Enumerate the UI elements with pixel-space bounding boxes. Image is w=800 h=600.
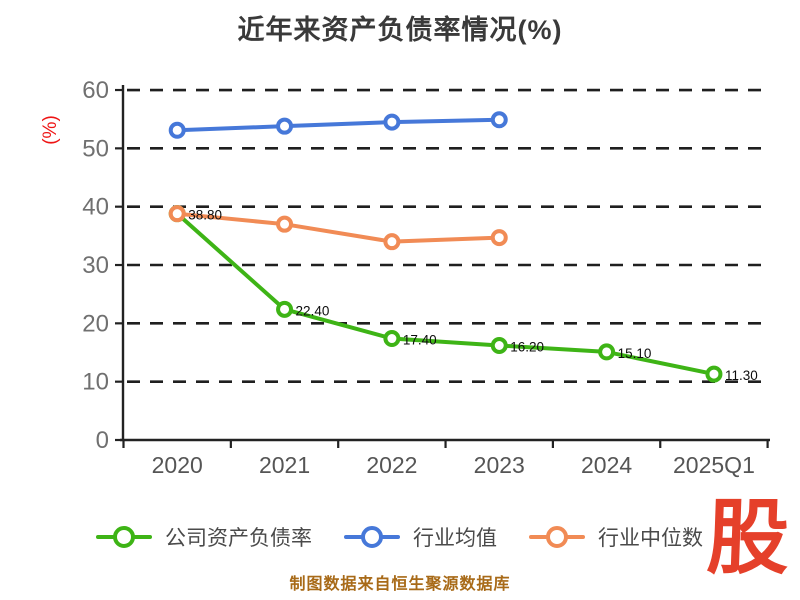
point-value-label: 22.40 <box>296 303 330 318</box>
series-line-2 <box>175 211 502 244</box>
series-marker-1 <box>168 121 186 139</box>
legend-item-1[interactable]: 行业均值 <box>344 522 497 552</box>
y-tick-label: 50 <box>82 135 109 162</box>
y-tick-label: 40 <box>82 194 109 221</box>
series-marker-1 <box>276 117 294 135</box>
series-marker-2 <box>168 205 186 223</box>
series-line-1 <box>175 117 502 133</box>
y-tick-label: 10 <box>82 369 109 396</box>
legend-label: 公司资产负债率 <box>165 527 312 550</box>
series-marker-0 <box>705 365 723 383</box>
x-category-label: 2023 <box>474 452 525 478</box>
series-marker-0 <box>598 343 616 361</box>
data-source-caption: 制图数据来自恒生聚源数据库 <box>289 576 511 593</box>
legend-label: 行业中位数 <box>598 527 703 550</box>
page-title: 近年来资产负债率情况(%) <box>237 15 563 45</box>
x-category-label: 2024 <box>581 452 632 478</box>
x-category-label: 2020 <box>152 452 203 478</box>
point-value-label: 16.20 <box>510 340 544 355</box>
series-marker-1 <box>490 111 508 129</box>
series-marker-2 <box>276 215 294 233</box>
x-category-label: 2021 <box>259 452 310 478</box>
legend-line-marker-icon <box>344 525 400 549</box>
series-marker-1 <box>383 113 401 131</box>
series-marker-0 <box>383 330 401 348</box>
series-marker-0 <box>276 300 294 318</box>
series-marker-2 <box>383 233 401 251</box>
series-marker-2 <box>490 229 508 247</box>
series-line-0 <box>175 211 716 377</box>
y-tick-label: 20 <box>82 310 109 337</box>
point-value-label: 38.80 <box>188 208 222 223</box>
point-value-label: 11.30 <box>725 368 758 383</box>
x-category-label: 2025Q1 <box>673 452 755 478</box>
chart-legend: 公司资产负债率 行业均值 行业中位数 <box>96 518 703 556</box>
line-chart-plot-area: 0 10 20 30 40 50 60 2020 2021 2022 2023 2024 2025Q1 3… <box>82 77 770 478</box>
y-tick-label: 30 <box>82 252 109 279</box>
x-category-label: 2022 <box>366 452 417 478</box>
point-value-label: 15.10 <box>618 346 652 361</box>
legend-line-marker-icon <box>529 525 585 549</box>
y-tick-label: 0 <box>96 427 109 454</box>
legend-item-2[interactable]: 行业中位数 <box>529 522 703 552</box>
series-marker-0 <box>490 337 508 355</box>
y-tick-label: 60 <box>82 77 109 104</box>
legend-label: 行业均值 <box>413 527 497 550</box>
legend-line-marker-icon <box>96 525 152 549</box>
legend-item-0[interactable]: 公司资产负债率 <box>96 522 312 552</box>
point-value-label: 17.40 <box>403 333 437 348</box>
